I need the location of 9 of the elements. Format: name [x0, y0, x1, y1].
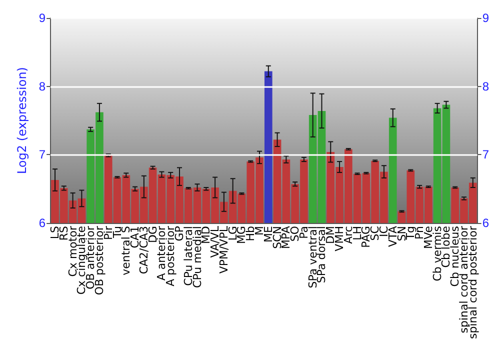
y-tick-label: 8: [38, 79, 46, 94]
y-tick-label: 7: [38, 148, 46, 162]
y-axis-title: Log2 (expression): [15, 67, 29, 174]
y2-tick-label: 7: [482, 148, 490, 162]
y-tick-label: 6: [38, 216, 46, 230]
y2-tick-label: 6: [482, 216, 490, 230]
y2-tick-label: 9: [482, 11, 490, 25]
y2-tick-label: 8: [482, 79, 490, 94]
y-tick-label: 9: [38, 11, 46, 25]
